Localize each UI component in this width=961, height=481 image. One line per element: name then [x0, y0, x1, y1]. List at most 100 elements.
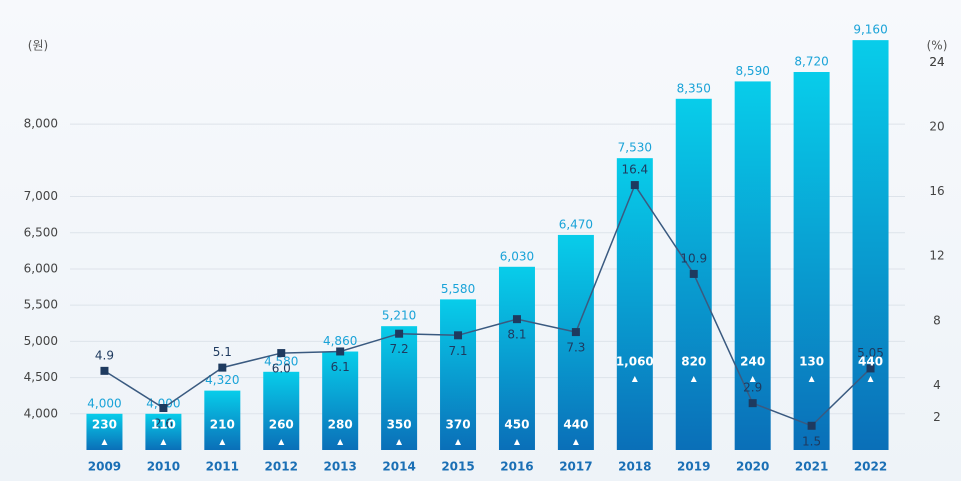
bar: [734, 81, 771, 451]
bar: [381, 326, 418, 450]
x-tick-label: 2021: [795, 460, 828, 474]
y2-tick-label: 2: [933, 410, 941, 424]
bar: [263, 371, 300, 450]
increase-arrow: [337, 439, 344, 445]
bar-value-label: 6,030: [500, 249, 534, 263]
bar-value-label: 5,580: [441, 282, 475, 296]
rate-label: 8.1: [507, 328, 526, 342]
x-tick-label: 2016: [500, 460, 533, 474]
rate-marker: [748, 399, 757, 408]
bar-value-label: 6,470: [559, 217, 593, 231]
rate-label: 16.4: [621, 163, 648, 177]
rate-line: [104, 183, 872, 427]
rate-marker: [512, 315, 521, 324]
rate-marker: [336, 347, 345, 356]
y-tick-label: 5,500: [24, 298, 58, 312]
bar: [557, 234, 594, 450]
x-tick-label: 2012: [265, 460, 298, 474]
increase-label: 820: [681, 355, 706, 369]
increase-arrow: [808, 376, 815, 382]
increase-label: 350: [387, 418, 412, 432]
increase-label: 440: [563, 418, 588, 432]
y-tick-label: 7,000: [24, 189, 58, 203]
bar: [498, 266, 535, 450]
x-tick-label: 2017: [559, 460, 592, 474]
bar-value-label: 8,720: [794, 55, 828, 69]
y-tick-label: 6,500: [24, 225, 58, 239]
bar-value-label: 4,000: [87, 396, 121, 410]
y2-axis-label: (%): [927, 39, 948, 53]
x-tick-label: 2011: [206, 460, 239, 474]
rate-marker: [395, 329, 404, 338]
rate-label: 7.3: [566, 341, 585, 355]
y2-tick-label: 16: [929, 184, 944, 198]
increase-label: 280: [328, 418, 353, 432]
bar-value-label: 4,000: [146, 396, 180, 410]
bar: [440, 299, 477, 450]
x-tick-label: 2015: [441, 460, 474, 474]
rate-label: 2.9: [743, 381, 762, 395]
rate-label: 10.9: [680, 251, 707, 265]
increase-arrow: [101, 439, 108, 445]
rate-label: 5.05: [857, 346, 884, 360]
rate-label: 4.9: [95, 348, 114, 362]
increase-arrow: [160, 439, 167, 445]
bar-value-label: 8,350: [677, 81, 711, 95]
increase-label: 260: [269, 418, 294, 432]
y2-tick-label: 12: [929, 249, 944, 263]
bar-value-label: 4,580: [264, 354, 298, 368]
increase-label: 230: [92, 418, 117, 432]
bar-value-label: 8,590: [735, 64, 769, 78]
increase-arrow: [455, 439, 462, 445]
y-tick-label: 6,000: [24, 261, 58, 275]
rate-marker: [807, 421, 816, 430]
y-tick-label: 5,000: [24, 334, 58, 348]
rate-marker: [218, 363, 227, 372]
increase-label: 1,060: [616, 355, 654, 369]
x-tick-label: 2010: [147, 460, 180, 474]
increase-label: 210: [210, 418, 235, 432]
y2-tick-label: 4: [933, 378, 941, 392]
rate-marker: [689, 269, 698, 278]
rate-marker: [159, 404, 168, 412]
rate-label: 1.5: [802, 434, 821, 448]
rate-label: 7.1: [448, 344, 467, 358]
y-tick-label: 8,000: [24, 117, 58, 131]
rate-marker: [571, 328, 580, 337]
increase-arrow: [513, 439, 520, 445]
bar-value-label: 7,530: [618, 141, 652, 155]
y2-tick-label: 24: [929, 55, 944, 69]
x-tick-label: 2018: [618, 460, 651, 474]
increase-label: 240: [740, 355, 765, 369]
y-axis-label: (원): [28, 39, 48, 53]
bar-value-label: 5,210: [382, 309, 416, 323]
rate-marker: [100, 366, 109, 375]
y-tick-label: 4,500: [24, 370, 58, 384]
rate-marker: [277, 349, 286, 358]
y2-tick-label: 24: [929, 55, 944, 69]
increase-arrow: [631, 376, 638, 382]
increase-label: 130: [799, 355, 824, 369]
y-tick-label: 4,000: [24, 406, 58, 420]
increase-label: 440: [858, 355, 883, 369]
increase-label: 110: [151, 418, 176, 432]
increase-arrow: [572, 439, 579, 445]
bar: [852, 40, 889, 450]
bar-value-label: 9,160: [853, 23, 887, 37]
x-tick-label: 2013: [323, 460, 356, 474]
rate-label: 5.1: [213, 345, 232, 359]
rate-label: 2.6: [154, 417, 173, 431]
bar-value-label: 4,860: [323, 334, 357, 348]
rate-label: 6.0: [272, 362, 291, 376]
bar: [322, 351, 359, 450]
increase-arrow: [867, 376, 874, 382]
increase-arrow: [396, 439, 403, 445]
x-tick-label: 2022: [854, 460, 887, 474]
y2-tick-label: 8: [933, 313, 941, 327]
x-tick-label: 2009: [88, 460, 121, 474]
rate-label: 7.2: [390, 342, 409, 356]
y2-tick-label: 20: [929, 119, 944, 133]
x-tick-label: 2014: [382, 460, 415, 474]
increase-arrow: [219, 439, 226, 445]
